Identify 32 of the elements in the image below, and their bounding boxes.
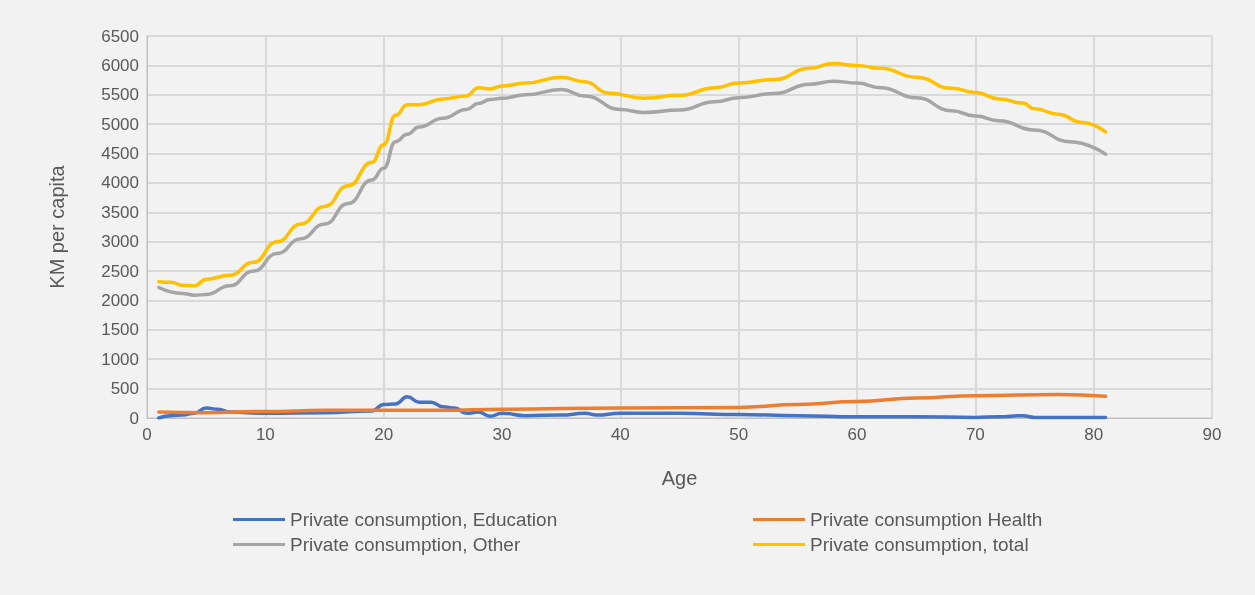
x-tick-label: 0 — [142, 425, 152, 444]
y-tick-label: 3000 — [101, 232, 139, 252]
y-tick-label: 500 — [110, 379, 139, 399]
x-tick-label: 40 — [610, 425, 630, 444]
y-axis-title: KM per capita — [46, 164, 68, 289]
x-tick-label: 80 — [1084, 425, 1104, 444]
x-tick-label: 20 — [374, 425, 394, 444]
y-tick-label: 3500 — [101, 202, 139, 222]
y-tick-label: 4000 — [101, 173, 139, 193]
legend-label: Private consumption, Education — [290, 509, 558, 530]
y-tick-label: 1000 — [101, 349, 139, 369]
y-tick-label: 2000 — [101, 290, 139, 310]
y-tick-label: 6500 — [101, 26, 139, 46]
y-tick-label: 2500 — [101, 261, 139, 281]
y-tick-label: 5000 — [101, 114, 139, 134]
line-series — [157, 395, 1108, 420]
y-tick-label: 4500 — [101, 144, 139, 164]
x-tick-label: 30 — [492, 425, 512, 444]
legend-label: Private consumption, total — [810, 534, 1029, 555]
x-tick-label: 10 — [255, 425, 275, 444]
line-series — [157, 392, 1108, 415]
x-tick-label: 90 — [1202, 425, 1222, 444]
x-tick-label: 50 — [729, 425, 749, 444]
y-tick-label: 5500 — [101, 85, 139, 105]
x-tick-label: 60 — [847, 425, 867, 444]
y-tick-label: 6000 — [101, 55, 139, 75]
legend-label: Private consumption Health — [810, 509, 1043, 530]
y-tick-label: 0 — [129, 408, 139, 428]
x-tick-label: 70 — [965, 425, 985, 444]
legend-label: Private consumption, Other — [290, 534, 521, 555]
y-tick-label: 1500 — [101, 320, 139, 340]
x-axis-title: Age — [661, 467, 698, 489]
